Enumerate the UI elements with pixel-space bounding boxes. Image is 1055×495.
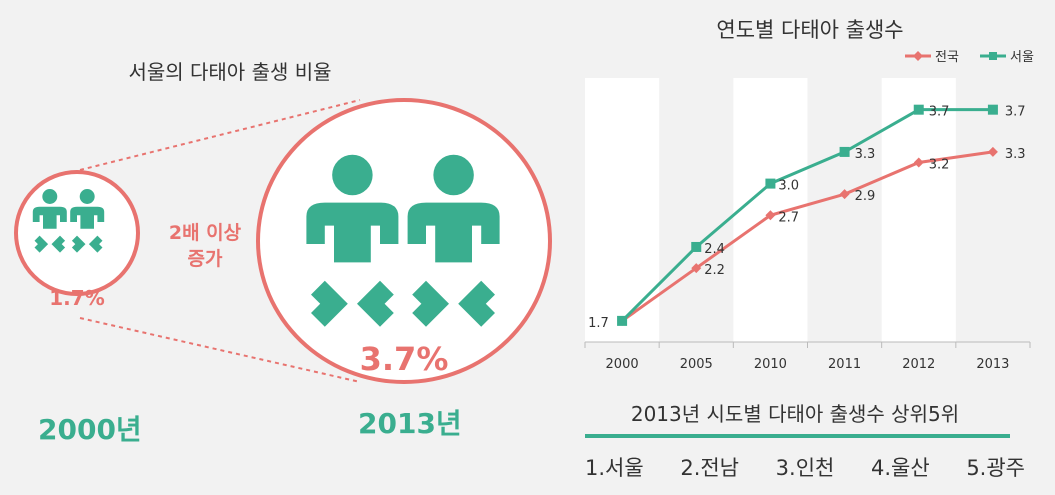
rate-2013-label: 3.7% [359, 340, 449, 378]
data-point [691, 263, 702, 274]
series-line-전국 [621, 150, 994, 323]
plot-band [733, 78, 808, 342]
data-label: 3.2 [929, 157, 950, 172]
x-tick-label: 2000 [606, 357, 639, 372]
legend-label: 전국 [935, 50, 959, 65]
x-tick-label: 2011 [828, 357, 861, 372]
ranking-item: 3.인천 [775, 456, 835, 480]
ranking-list: 1.서울 2.전남 3.인천 4.울산 5.광주 [585, 452, 1025, 482]
rate-2000-label: 1.7% [49, 286, 105, 310]
circle-2013 [256, 98, 552, 384]
ranking-item: 5.광주 [966, 456, 1025, 480]
year-2013-label: 2013년 [358, 407, 462, 440]
ranking-title: 2013년 시도별 다태아 출생수 상위5위 [630, 402, 960, 426]
increase-label-line1: 2배 이상 [168, 222, 242, 244]
year-2000-label: 2000년 [38, 413, 142, 446]
twins-icon-large [306, 154, 500, 327]
circle-2000 [14, 170, 140, 296]
data-point [839, 146, 850, 157]
data-label: 3.7 [929, 105, 950, 120]
data-point [691, 241, 702, 252]
data-point [765, 210, 776, 221]
data-point [765, 178, 776, 189]
data-point [839, 189, 850, 200]
data-label: 2.9 [855, 189, 876, 204]
data-point [987, 104, 998, 115]
data-label: 3.3 [855, 147, 876, 162]
data-point [617, 315, 628, 326]
data-label: 3.7 [1005, 105, 1026, 120]
ranking-divider [585, 434, 1010, 438]
data-point [913, 157, 924, 168]
zoom-connector-lines [79, 99, 361, 383]
x-tick-label: 2010 [754, 357, 787, 372]
increase-label-line2: 증가 [187, 248, 223, 270]
data-label: 3.0 [778, 179, 799, 194]
data-label: 2.2 [704, 263, 725, 278]
x-tick-label: 2012 [902, 357, 935, 372]
chart-title: 연도별 다태아 출생수 [716, 18, 904, 42]
data-label: 2.4 [704, 242, 725, 257]
data-label: 1.7 [588, 316, 609, 331]
x-tick-label: 2005 [680, 357, 713, 372]
twins-icon-small [32, 189, 105, 253]
ranking-item: 1.서울 [585, 456, 644, 480]
data-label: 2.7 [778, 210, 799, 225]
data-point [987, 146, 998, 157]
legend-label: 서울 [1010, 50, 1034, 65]
x-tick-label: 2013 [976, 357, 1009, 372]
ranking-item: 4.울산 [870, 456, 930, 480]
ranking-item: 2.전남 [680, 456, 740, 480]
series-line-서울 [621, 108, 993, 322]
zoom-line-top [79, 99, 361, 171]
line-chart: 2000 2005 2010 2011 2012 2013 1.7 2.4 2.2 3.0 2.7 3… [584, 50, 1034, 372]
increase-label: 2배 이상 증가 [150, 220, 260, 272]
data-point [913, 104, 924, 115]
legend-marker [989, 52, 997, 60]
left-title: 서울의 다태아 출생 비율 [128, 60, 332, 84]
data-label: 3.3 [1005, 147, 1026, 162]
legend-marker [913, 51, 923, 61]
plot-band [881, 78, 956, 342]
